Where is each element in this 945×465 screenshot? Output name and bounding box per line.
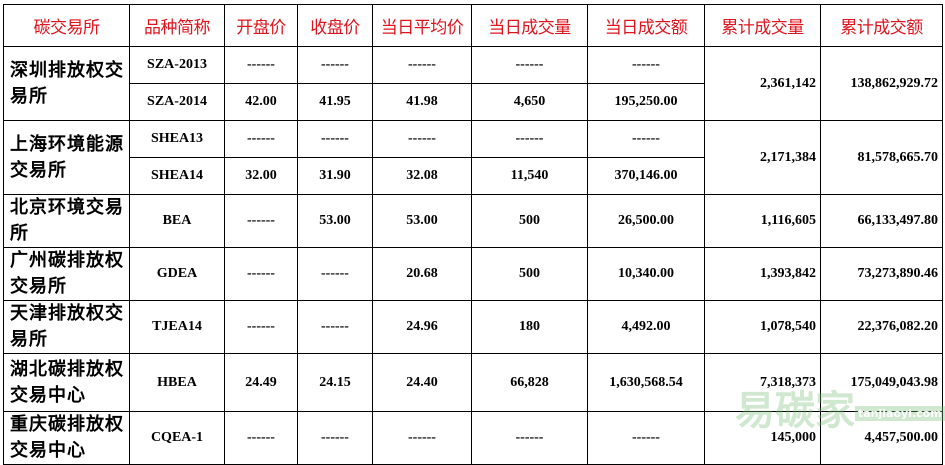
daily-amount: 10,340.00 xyxy=(587,247,705,301)
exchange-name: 上海环境能源交易所 xyxy=(3,120,130,195)
daily-amount: 195,250.00 xyxy=(587,83,705,121)
daily-volume: 500 xyxy=(471,247,588,301)
close-price: ------ xyxy=(297,120,373,158)
exchange-name: 天津排放权交易所 xyxy=(3,300,130,354)
daily-volume: 66,828 xyxy=(471,353,588,412)
table-row: 天津排放权交易所 TJEA14 ------ ------ 24.96 180 4,492.… xyxy=(3,300,943,354)
cum-amount: 81,578,665.70 xyxy=(820,120,943,195)
table-row: 广州碳排放权交易所 GDEA ------ ------ 20.68 500 10,340.… xyxy=(3,247,943,301)
cum-amount: 66,133,497.80 xyxy=(820,194,943,248)
close-price: ------ xyxy=(297,300,373,354)
exchange-name: 北京环境交易所 xyxy=(3,194,130,248)
header-product: 品种简称 xyxy=(129,4,225,47)
product-code: SHEA13 xyxy=(129,120,225,158)
avg-price: ------ xyxy=(372,46,472,84)
avg-price: ------ xyxy=(372,120,472,158)
close-price: 41.95 xyxy=(297,83,373,121)
cum-volume: 2,171,384 xyxy=(704,120,821,195)
daily-volume: 500 xyxy=(471,194,588,248)
product-code: CQEA-1 xyxy=(129,411,225,465)
cum-volume: 2,361,142 xyxy=(704,46,821,121)
header-close: 收盘价 xyxy=(297,4,373,47)
table-row: SHEA14 32.00 31.90 32.08 11,540 370,146.00 xyxy=(4,157,943,195)
cum-volume: 1,393,842 xyxy=(704,247,821,301)
cum-volume: 7,318,373 xyxy=(704,353,821,412)
header-volume: 当日成交量 xyxy=(471,4,588,47)
product-code: SZA-2014 xyxy=(129,83,225,121)
open-price: 32.00 xyxy=(224,157,298,195)
cum-volume: 1,116,605 xyxy=(704,194,821,248)
product-code: SHEA14 xyxy=(129,157,225,195)
daily-amount: 4,492.00 xyxy=(587,300,705,354)
table-row: 深圳排放权交易所 SZA-2013 ------ ------ ------ ------… xyxy=(3,46,943,121)
product-code: TJEA14 xyxy=(129,300,225,354)
header-cum-amount: 累计成交额 xyxy=(820,4,943,47)
header-amount: 当日成交额 xyxy=(587,4,705,47)
close-price: ------ xyxy=(297,411,373,465)
header-exchange: 碳交易所 xyxy=(3,4,130,47)
cum-amount: 175,049,043.98 xyxy=(820,353,943,412)
cum-amount: 22,376,082.20 xyxy=(820,300,943,354)
daily-amount: ------ xyxy=(587,46,705,84)
open-price: ------ xyxy=(224,300,298,354)
avg-price: 53.00 xyxy=(372,194,472,248)
header-row: 碳交易所 品种简称 开盘价 收盘价 当日平均价 当日成交量 当日成交额 累计成交… xyxy=(3,4,943,47)
avg-price: 32.08 xyxy=(372,157,472,195)
product-code: HBEA xyxy=(129,353,225,412)
close-price: 24.15 xyxy=(297,353,373,412)
table-row: SZA-2014 42.00 41.95 41.98 4,650 195,250.00 xyxy=(4,83,943,121)
open-price: ------ xyxy=(224,194,298,248)
cum-volume: 1,078,540 xyxy=(704,300,821,354)
avg-price: 24.40 xyxy=(372,353,472,412)
exchange-name: 湖北碳排放权交易中心 xyxy=(3,353,130,412)
open-price: ------ xyxy=(224,120,298,158)
header-cum-volume: 累计成交量 xyxy=(704,4,821,47)
close-price: 31.90 xyxy=(297,157,373,195)
avg-price: 24.96 xyxy=(372,300,472,354)
avg-price: 20.68 xyxy=(372,247,472,301)
avg-price: ------ xyxy=(372,411,472,465)
product-code: GDEA xyxy=(129,247,225,301)
daily-amount: ------ xyxy=(587,120,705,158)
daily-volume: 11,540 xyxy=(471,157,588,195)
exchange-name: 广州碳排放权交易所 xyxy=(3,247,130,301)
close-price: ------ xyxy=(297,247,373,301)
table-row: 上海环境能源交易所 SHEA13 ------ ------ ------ ------ -… xyxy=(3,120,943,195)
header-open: 开盘价 xyxy=(224,4,298,47)
exchange-name: 深圳排放权交易所 xyxy=(3,46,130,121)
table-row: 湖北碳排放权交易中心 HBEA 24.49 24.15 24.40 66,828 1,630… xyxy=(3,353,943,412)
daily-volume: 4,650 xyxy=(471,83,588,121)
daily-amount: 1,630,568.54 xyxy=(587,353,705,412)
daily-volume: 180 xyxy=(471,300,588,354)
exchange-name: 重庆碳排放权交易中心 xyxy=(3,411,130,465)
daily-amount: 370,146.00 xyxy=(587,157,705,195)
open-price: ------ xyxy=(224,46,298,84)
table-row: 北京环境交易所 BEA ------ 53.00 53.00 500 26,500.00 1,… xyxy=(3,194,943,248)
product-code: BEA xyxy=(129,194,225,248)
cum-volume: 145,000 xyxy=(704,411,821,465)
carbon-trading-table: 碳交易所 品种简称 开盘价 收盘价 当日平均价 当日成交量 当日成交额 累计成交… xyxy=(3,4,943,465)
daily-amount: 26,500.00 xyxy=(587,194,705,248)
table-row: 重庆碳排放权交易中心 CQEA-1 ------ ------ ------ ------… xyxy=(3,411,943,465)
header-avg: 当日平均价 xyxy=(372,4,472,47)
open-price: 24.49 xyxy=(224,353,298,412)
product-code: SZA-2013 xyxy=(129,46,225,84)
close-price: ------ xyxy=(297,46,373,84)
open-price: ------ xyxy=(224,411,298,465)
daily-volume: ------ xyxy=(471,120,588,158)
cum-amount: 73,273,890.46 xyxy=(820,247,943,301)
open-price: 42.00 xyxy=(224,83,298,121)
cum-amount: 138,862,929.72 xyxy=(820,46,943,121)
daily-volume: ------ xyxy=(471,46,588,84)
open-price: ------ xyxy=(224,247,298,301)
avg-price: 41.98 xyxy=(372,83,472,121)
close-price: 53.00 xyxy=(297,194,373,248)
daily-amount: ------ xyxy=(587,411,705,465)
